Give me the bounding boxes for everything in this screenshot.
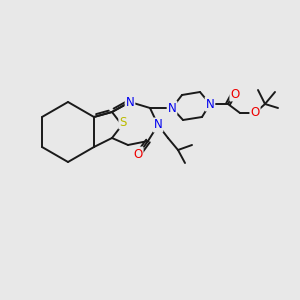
Text: O: O: [230, 88, 240, 100]
Text: N: N: [206, 98, 214, 110]
Text: N: N: [154, 118, 162, 131]
Text: S: S: [119, 116, 127, 128]
Text: N: N: [168, 101, 176, 115]
Text: O: O: [250, 106, 260, 118]
Text: N: N: [126, 95, 134, 109]
Text: O: O: [134, 148, 142, 160]
